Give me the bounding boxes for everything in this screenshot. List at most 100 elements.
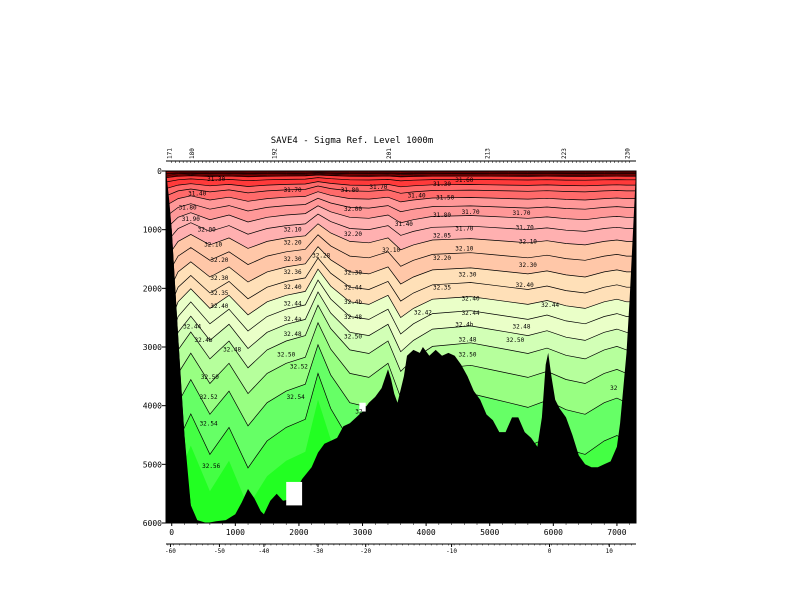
contour-label: 32.50 <box>458 352 476 359</box>
contour-line <box>165 171 636 173</box>
contour-labels: 31.3031.4031.8031.9032.0032.1032.2032.30… <box>179 176 618 470</box>
contour-label: 32 <box>610 385 618 392</box>
contour-label: 32.10 <box>382 247 400 254</box>
contour-line <box>165 223 636 260</box>
contour-label: 32.20 <box>344 231 362 238</box>
contour-label: 32.36 <box>284 269 302 276</box>
station-tick-label: 171 <box>167 148 174 159</box>
contour-label: 32.10 <box>519 238 537 245</box>
y-tick-label: 6000 <box>143 519 162 528</box>
contour-line <box>165 174 636 178</box>
contour-label: 32.44 <box>462 310 480 317</box>
contour-label: 32.48 <box>458 336 476 343</box>
contour-label: 32.30 <box>519 262 537 269</box>
contour-label: 31.40 <box>188 190 206 197</box>
y-tick-label: 3000 <box>143 343 162 352</box>
contour-label: 32.48 <box>512 324 530 331</box>
contour-line <box>165 174 636 178</box>
secondary-tick-label: -50 <box>214 548 225 555</box>
contour-label: 32.30 <box>344 270 362 277</box>
contour-label: 32.30 <box>210 275 228 282</box>
missing-data-block <box>286 481 303 506</box>
station-tick-label: 180 <box>189 148 196 159</box>
seafloor <box>166 171 636 523</box>
contour-label: 32.44 <box>183 324 201 331</box>
x-tick-label: 6000 <box>544 528 563 537</box>
contour-label: 31.70 <box>369 184 387 191</box>
contour-label: 32.50 <box>277 352 295 359</box>
contour-label: 31.70 <box>455 226 473 233</box>
contour-line <box>165 172 636 174</box>
contour-label: 31.80 <box>433 212 451 219</box>
contour-label: 32.50 <box>344 333 362 340</box>
contour-label: 32.10 <box>284 227 302 234</box>
contour-label: 32.50 <box>506 337 524 344</box>
contour-label: 31.80 <box>179 204 197 211</box>
contour-label: 32.44 <box>541 302 559 309</box>
contour-label: 31.50 <box>436 194 454 201</box>
contour-line <box>165 246 636 298</box>
x-tick-label: 0 <box>169 528 174 537</box>
contour-label: 32.10 <box>204 241 222 248</box>
x-tick-label: 1000 <box>226 528 245 537</box>
contour-label: 32.48 <box>223 346 241 353</box>
contour-label: 32.50 <box>201 374 219 381</box>
contour-line <box>165 234 636 278</box>
contour-label: 31.70 <box>462 209 480 216</box>
contour-line <box>165 279 636 354</box>
contour-line <box>165 268 636 335</box>
contour-label: 32.44 <box>344 285 362 292</box>
y-tick-label: 0 <box>157 167 162 176</box>
contour-label: 32.54 <box>200 420 218 427</box>
station-tick-label: 201 <box>386 148 393 159</box>
contour-label: 31.70 <box>516 224 534 231</box>
contour-label: 32.56 <box>202 463 220 470</box>
secondary-tick-label: -60 <box>165 548 176 555</box>
contour-label: 31.80 <box>341 187 359 194</box>
missing-data-block <box>359 402 366 412</box>
secondary-tick-label: -30 <box>313 548 324 555</box>
contour-label: 32.10 <box>455 245 473 252</box>
contour-label: 31.30 <box>433 181 451 188</box>
contour-label: 32.00 <box>198 227 216 234</box>
contour-label: 31.70 <box>512 210 530 217</box>
contour-label: 32.30 <box>458 271 476 278</box>
contour-label: 32.48 <box>284 331 302 338</box>
contour-line <box>165 172 636 175</box>
contour-label: 32.40 <box>210 303 228 310</box>
x-tick-label: 2000 <box>289 528 308 537</box>
contour-label: 32.5 <box>355 409 370 416</box>
contour-label: 32.4b <box>455 322 473 329</box>
x-tick-label: 5000 <box>480 528 499 537</box>
station-tick-label: 223 <box>561 148 568 159</box>
contour-label: 32.20 <box>284 240 302 247</box>
contour-label: 32.40 <box>462 295 480 302</box>
contour-label: 32.4b <box>194 337 212 344</box>
contour-label: 32.20 <box>433 255 451 262</box>
contour-line <box>165 191 636 206</box>
secondary-tick-label: 0 <box>548 548 552 555</box>
contour-label: 31.40 <box>408 193 426 200</box>
station-tick-label: 213 <box>485 148 492 159</box>
contour-line <box>165 291 636 373</box>
secondary-tick-label: 10 <box>606 548 614 555</box>
y-tick-label: 2000 <box>143 284 162 293</box>
contour-label: 32.40 <box>284 284 302 291</box>
secondary-tick-label: -10 <box>446 548 457 555</box>
contour-line <box>165 205 636 230</box>
contour-label: 31.70 <box>284 187 302 194</box>
contour-label: 32.52 <box>200 394 218 401</box>
contour-line <box>165 257 636 317</box>
contour-label: 32.54 <box>287 394 305 401</box>
contour-line <box>165 177 636 183</box>
contour-label: 32.28 <box>312 253 330 260</box>
contour-label: 32.4b <box>344 299 362 306</box>
contour-label: 32.30 <box>284 256 302 263</box>
axes: 0 1000 2000 3000 4000 5000 6000 0 1000 2000 3000 40… <box>143 148 636 555</box>
contour-label: 32.42 <box>414 309 432 316</box>
contour-label: 32.40 <box>516 282 534 289</box>
contour-label: 31.30 <box>207 176 225 183</box>
contour-lines <box>165 171 636 509</box>
seafloor-left <box>166 171 198 523</box>
